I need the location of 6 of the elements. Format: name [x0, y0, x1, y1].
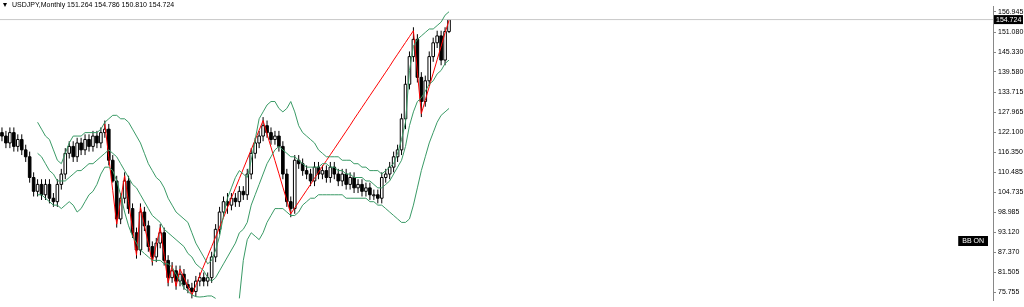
candlestick [364, 182, 368, 197]
candlestick [269, 126, 273, 146]
candlestick [439, 30, 443, 66]
candlestick [12, 126, 16, 153]
candlestick [87, 133, 91, 153]
candlestick [348, 171, 352, 191]
